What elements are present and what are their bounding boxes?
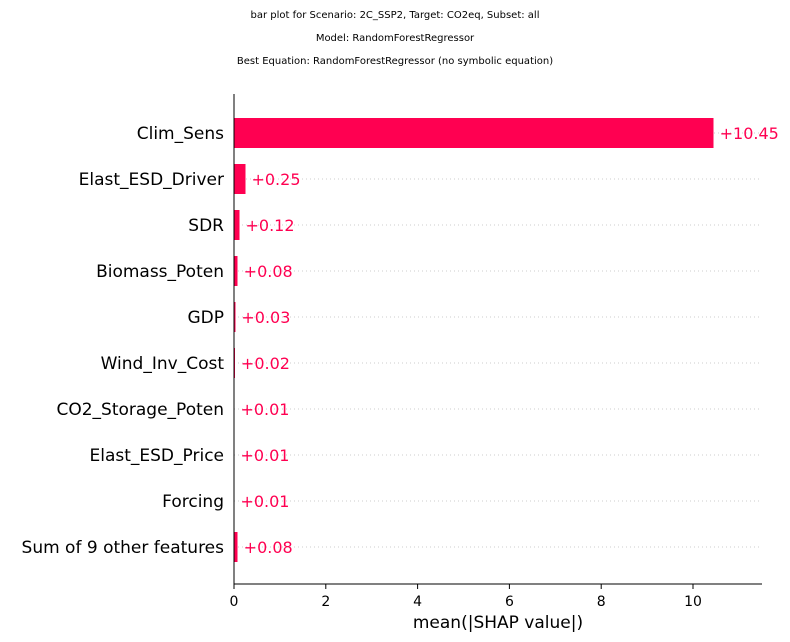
category-label-2: SDR xyxy=(188,216,224,236)
value-label-4: +0.03 xyxy=(241,308,290,327)
value-label-3: +0.08 xyxy=(244,262,293,281)
value-label-9: +0.08 xyxy=(244,538,293,557)
x-tick-label-1: 2 xyxy=(321,594,330,610)
category-label-8: Forcing xyxy=(162,492,224,512)
value-label-2: +0.12 xyxy=(246,216,295,235)
category-label-1: Elast_ESD_Driver xyxy=(79,170,224,190)
category-label-0: Clim_Sens xyxy=(137,124,224,144)
chart-title-line-3: Best Equation: RandomForestRegressor (no… xyxy=(236,56,554,67)
value-label-8: +0.01 xyxy=(240,492,289,511)
category-label-4: GDP xyxy=(187,308,224,328)
category-label-7: Elast_ESD_Price xyxy=(90,446,225,466)
value-label-0: +10.45 xyxy=(720,124,779,143)
chart-title-line-1: bar plot for Scenario: 2C_SSP2, Target: … xyxy=(250,10,540,21)
category-label-6: CO2_Storage_Poten xyxy=(56,400,224,420)
value-label-7: +0.01 xyxy=(240,446,289,465)
x-tick-label-5: 10 xyxy=(684,594,702,610)
x-tick-label-2: 4 xyxy=(413,594,422,610)
x-tick-label-4: 8 xyxy=(597,594,606,610)
x-tick-label-0: 0 xyxy=(230,594,239,610)
bar-2 xyxy=(234,210,240,240)
value-label-5: +0.02 xyxy=(241,354,290,373)
category-label-3: Biomass_Poten xyxy=(96,262,224,282)
bar-9 xyxy=(234,532,238,562)
x-axis-title: mean(|SHAP value|) xyxy=(413,613,583,633)
value-label-6: +0.01 xyxy=(240,400,289,419)
bar-0 xyxy=(234,118,714,148)
value-label-1: +0.25 xyxy=(251,170,300,189)
bar-4 xyxy=(234,302,236,332)
category-label-9: Sum of 9 other features xyxy=(22,538,225,558)
category-label-5: Wind_Inv_Cost xyxy=(101,354,225,374)
bar-1 xyxy=(234,164,246,194)
x-tick-label-3: 6 xyxy=(505,594,514,610)
chart-title-line-2: Model: RandomForestRegressor xyxy=(315,33,475,44)
bar-3 xyxy=(234,256,238,286)
